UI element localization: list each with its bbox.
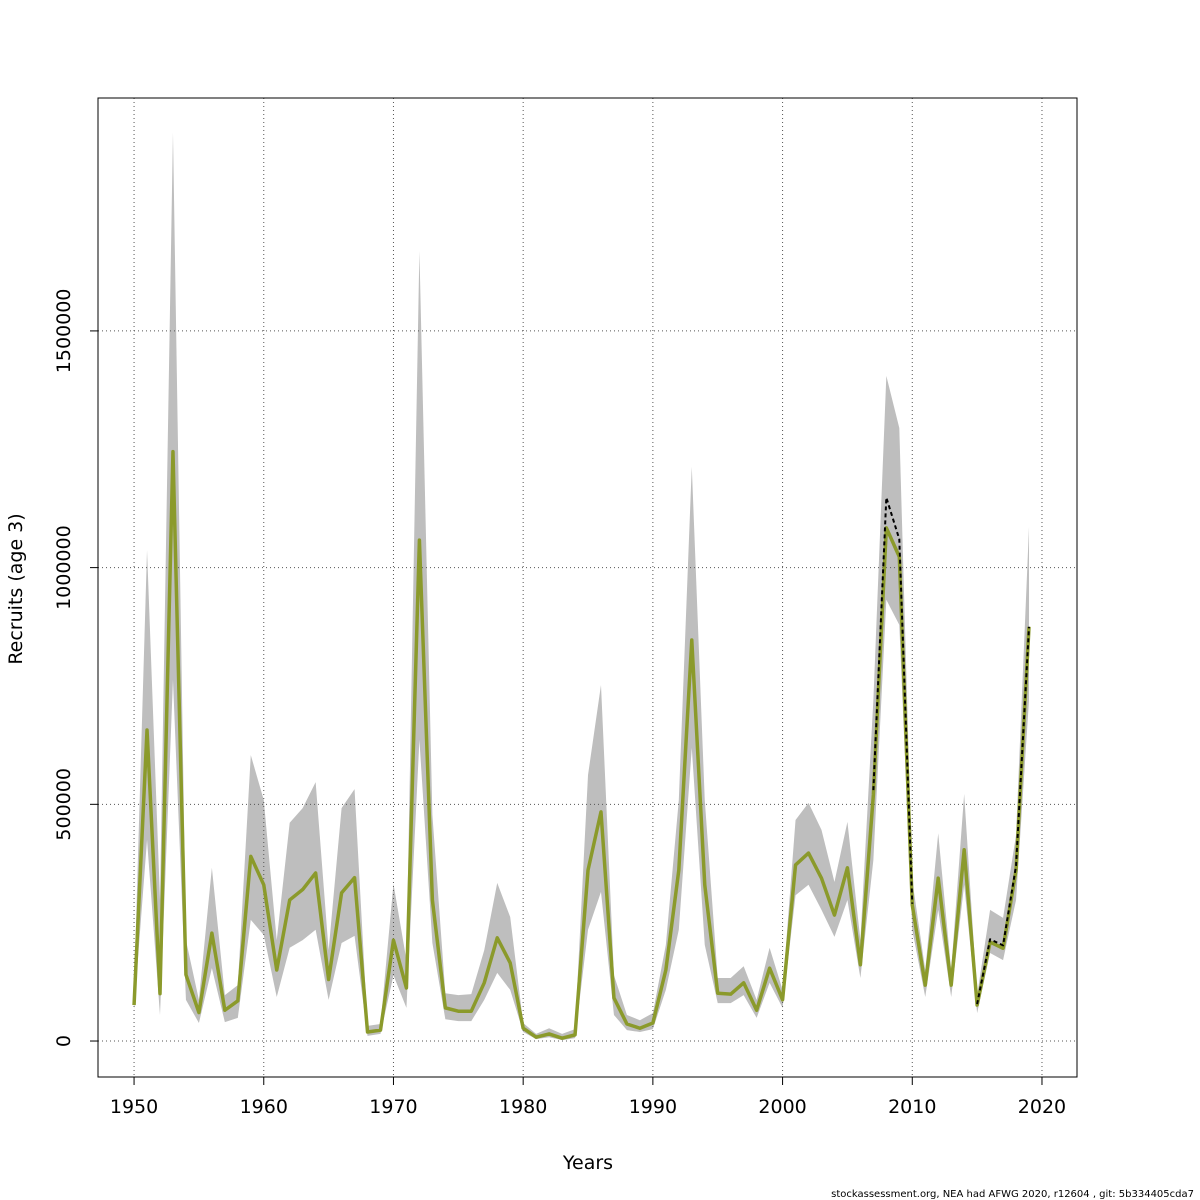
y-tick-label: 0 bbox=[53, 1035, 75, 1047]
x-tick-label: 1950 bbox=[110, 1096, 158, 1118]
series-line bbox=[872, 496, 1031, 1005]
x-tick-label: 1980 bbox=[499, 1096, 547, 1118]
footer: stockassessment.org, NEA had AFWG 2020, … bbox=[831, 1189, 1194, 1200]
y-tick-label: 1000000 bbox=[53, 525, 75, 610]
x-axis-label: Years bbox=[562, 1152, 613, 1174]
confidence-band bbox=[134, 132, 1030, 1041]
y-tick-label: 500000 bbox=[53, 768, 75, 841]
plot-frame bbox=[97, 97, 1078, 1078]
x-tick-label: 2000 bbox=[758, 1096, 806, 1118]
y-tick-label: 1500000 bbox=[53, 289, 75, 374]
x-tick-label: 1960 bbox=[240, 1096, 288, 1118]
x-tick-label: 2020 bbox=[1018, 1096, 1066, 1118]
x-tick-label: 1990 bbox=[629, 1096, 677, 1118]
x-tick-label: 2010 bbox=[888, 1096, 936, 1118]
y-axis-label: Recruits (age 3) bbox=[5, 513, 27, 664]
x-tick-label: 1970 bbox=[369, 1096, 417, 1118]
